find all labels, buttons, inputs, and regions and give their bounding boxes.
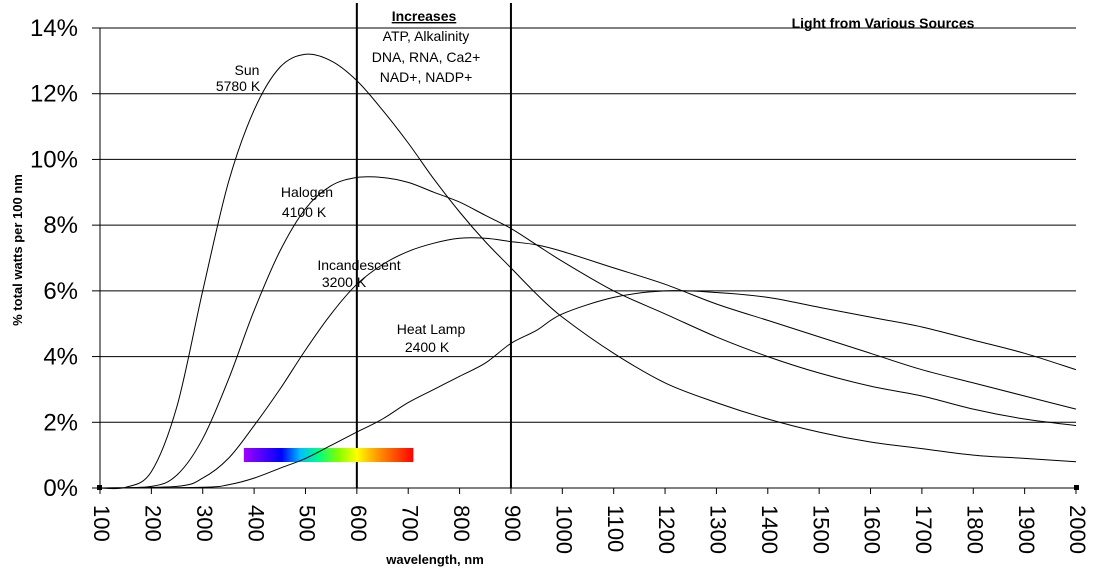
y-tick-label: 12%: [30, 81, 78, 108]
x-tick-label: 900: [500, 505, 525, 542]
x-tick-label: 1300: [706, 505, 731, 554]
series-line-halogen: [99, 176, 1077, 489]
x-tick-label: 1900: [1014, 505, 1039, 554]
y-tick-label: 0%: [43, 475, 78, 502]
y-tick-label: 14%: [30, 15, 78, 42]
increases-header: Increases: [392, 8, 457, 24]
increases-line-3: NAD+, NADP+: [380, 69, 473, 85]
y-tick-label: 8%: [43, 212, 78, 239]
label-halogen-temp: 4100 K: [282, 204, 327, 220]
series-line-incandescent: [99, 237, 1077, 489]
y-tick-label: 2%: [43, 409, 78, 436]
x-tick-label: 1400: [757, 505, 782, 554]
x-tick-label: 1200: [654, 505, 679, 554]
x-tick-label: 1100: [603, 505, 628, 552]
axis-end-marker: [1074, 485, 1079, 490]
x-tick-label: 800: [449, 505, 474, 542]
x-tick-label: 1500: [808, 505, 833, 554]
x-tick-label: 600: [346, 505, 371, 542]
chart-title: Light from Various Sources: [792, 15, 975, 31]
increases-line-2: DNA, RNA, Ca2+: [372, 49, 481, 65]
label-sun-temp: 5780 K: [216, 78, 261, 94]
x-axis-label: wavelength, nm: [385, 552, 484, 567]
x-tick-label: 1600: [860, 505, 885, 554]
y-tick-label: 6%: [43, 278, 78, 305]
x-tick-label: 100: [89, 505, 114, 542]
x-tick-label: 200: [141, 505, 166, 542]
x-tick-labels: 100 200 300 400 500 600 700 800 900 1000 1100 1200 1…: [89, 505, 1090, 554]
y-axis-label: % total watts per 100 nm: [10, 174, 25, 326]
label-heatlamp-temp: 2400 K: [405, 339, 450, 355]
x-tick-label: 1000: [552, 505, 577, 554]
label-incandescent-temp: 3200 K: [322, 274, 367, 290]
x-tick-label: 1800: [962, 505, 987, 554]
visible-spectrum-bar: [243, 448, 414, 462]
label-sun-name: Sun: [235, 62, 260, 78]
series-line-heat-lamp: [99, 290, 1077, 489]
x-tick-label: 2000: [1065, 505, 1090, 554]
x-tick-label: 300: [192, 505, 217, 542]
x-tick-label: 700: [397, 505, 422, 542]
gridlines: [92, 27, 1079, 494]
series-curves: [99, 53, 1077, 490]
y-tick-labels: 0% 2% 4% 6% 8% 10% 12% 14%: [30, 15, 78, 502]
x-tick-label: 500: [295, 505, 320, 542]
increases-line-1: ATP, Alkalinity: [383, 28, 470, 44]
label-heatlamp-name: Heat Lamp: [397, 321, 466, 337]
label-halogen-name: Halogen: [281, 184, 333, 200]
x-tick-label: 400: [243, 505, 268, 542]
y-tick-label: 10%: [30, 146, 78, 173]
series-line-sun: [99, 53, 1077, 490]
y-tick-label: 4%: [43, 344, 78, 371]
label-incandescent-name: Incandescent: [317, 257, 400, 273]
x-tick-label: 1700: [911, 505, 936, 554]
